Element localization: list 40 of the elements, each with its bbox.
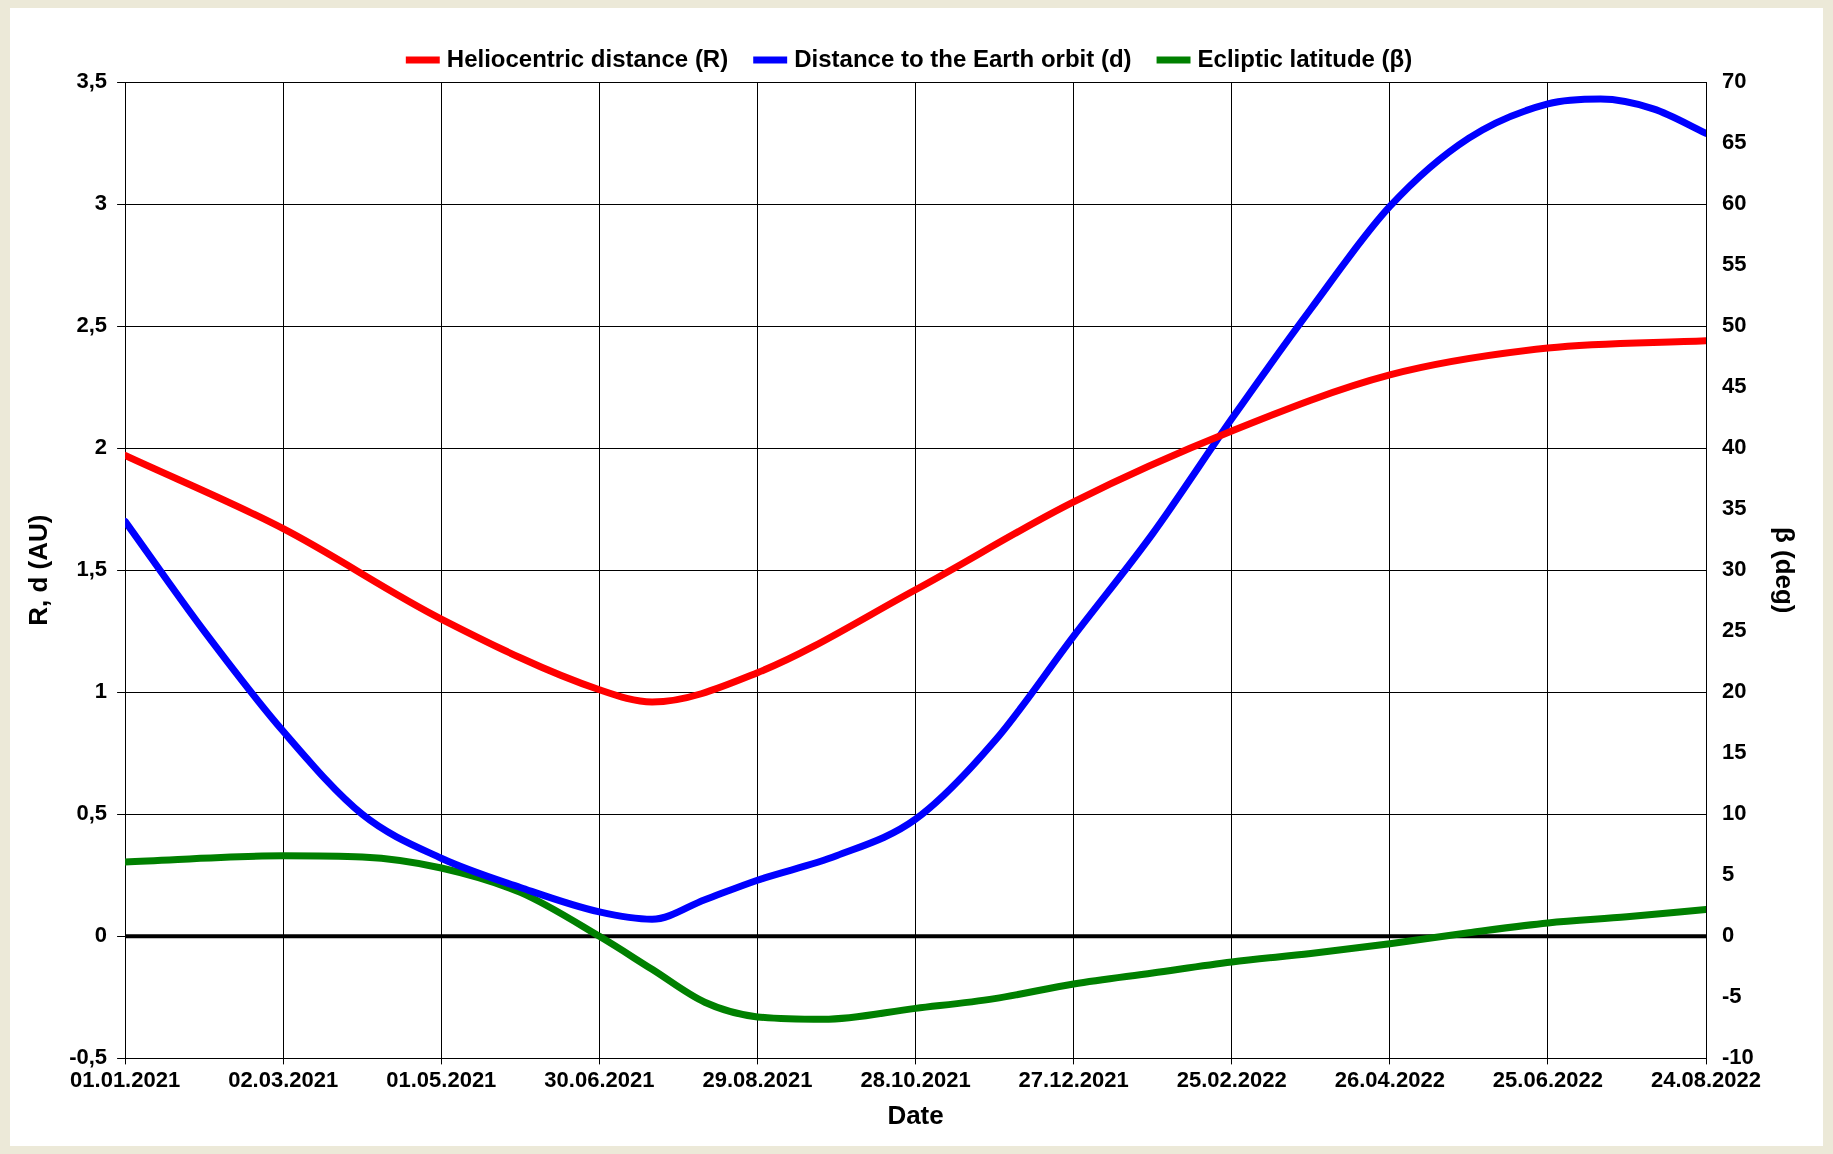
y2-tick-label: 70 xyxy=(1722,68,1747,94)
y2-tick-label: 30 xyxy=(1722,556,1747,582)
y2-tick-label: 20 xyxy=(1722,678,1747,704)
y-tick-label: -0,5 xyxy=(69,1044,108,1070)
y2-tick-label: 40 xyxy=(1722,434,1747,460)
x-tick-label: 25.02.2022 xyxy=(1176,1066,1287,1092)
x-tick-label: 02.03.2021 xyxy=(228,1066,339,1092)
y2-tick-label: 5 xyxy=(1722,861,1735,887)
x-tick-label: 25.06.2022 xyxy=(1492,1066,1603,1092)
y2-tick-label: 15 xyxy=(1722,739,1747,765)
x-tick-label: 28.10.2021 xyxy=(860,1066,971,1092)
x-tick-label: 27.12.2021 xyxy=(1018,1066,1129,1092)
y2-tick-label: 25 xyxy=(1722,617,1747,643)
y2-tick-label: 10 xyxy=(1722,800,1747,826)
y2-tick-label: -5 xyxy=(1722,983,1742,1009)
legend-label: Distance to the Earth orbit (d) xyxy=(794,44,1132,72)
legend-label: Heliocentric distance (R) xyxy=(446,44,729,72)
x-axis-title: Date xyxy=(887,1099,944,1130)
x-tick-label: 01.05.2021 xyxy=(386,1066,497,1092)
x-tick-label: 29.08.2021 xyxy=(702,1066,813,1092)
y-tick-label: 1 xyxy=(94,678,108,704)
y2-tick-label: 0 xyxy=(1722,922,1735,948)
y-axis-title: R, d (AU) xyxy=(22,514,53,626)
y-tick-label: 2 xyxy=(94,434,108,460)
y2-tick-label: 35 xyxy=(1722,495,1747,521)
y-tick-label: 0,5 xyxy=(76,800,108,826)
y2-tick-label: 45 xyxy=(1722,373,1747,399)
y2-axis-title: β (deg) xyxy=(1770,526,1801,614)
y-tick-label: 0 xyxy=(94,922,108,948)
y2-tick-label: 60 xyxy=(1722,190,1747,216)
y-tick-label: 3 xyxy=(94,190,108,216)
x-tick-label: 26.04.2022 xyxy=(1334,1066,1445,1092)
y-tick-label: 1,5 xyxy=(76,556,108,582)
y2-tick-label: 55 xyxy=(1722,251,1747,277)
y2-tick-label: 65 xyxy=(1722,129,1747,155)
x-tick-label: 30.06.2021 xyxy=(544,1066,655,1092)
y-tick-label: 2,5 xyxy=(76,312,108,338)
legend-label: Ecliptic latitude (β) xyxy=(1197,44,1413,72)
y2-tick-label: 50 xyxy=(1722,312,1747,338)
y-tick-label: 3,5 xyxy=(76,68,108,94)
